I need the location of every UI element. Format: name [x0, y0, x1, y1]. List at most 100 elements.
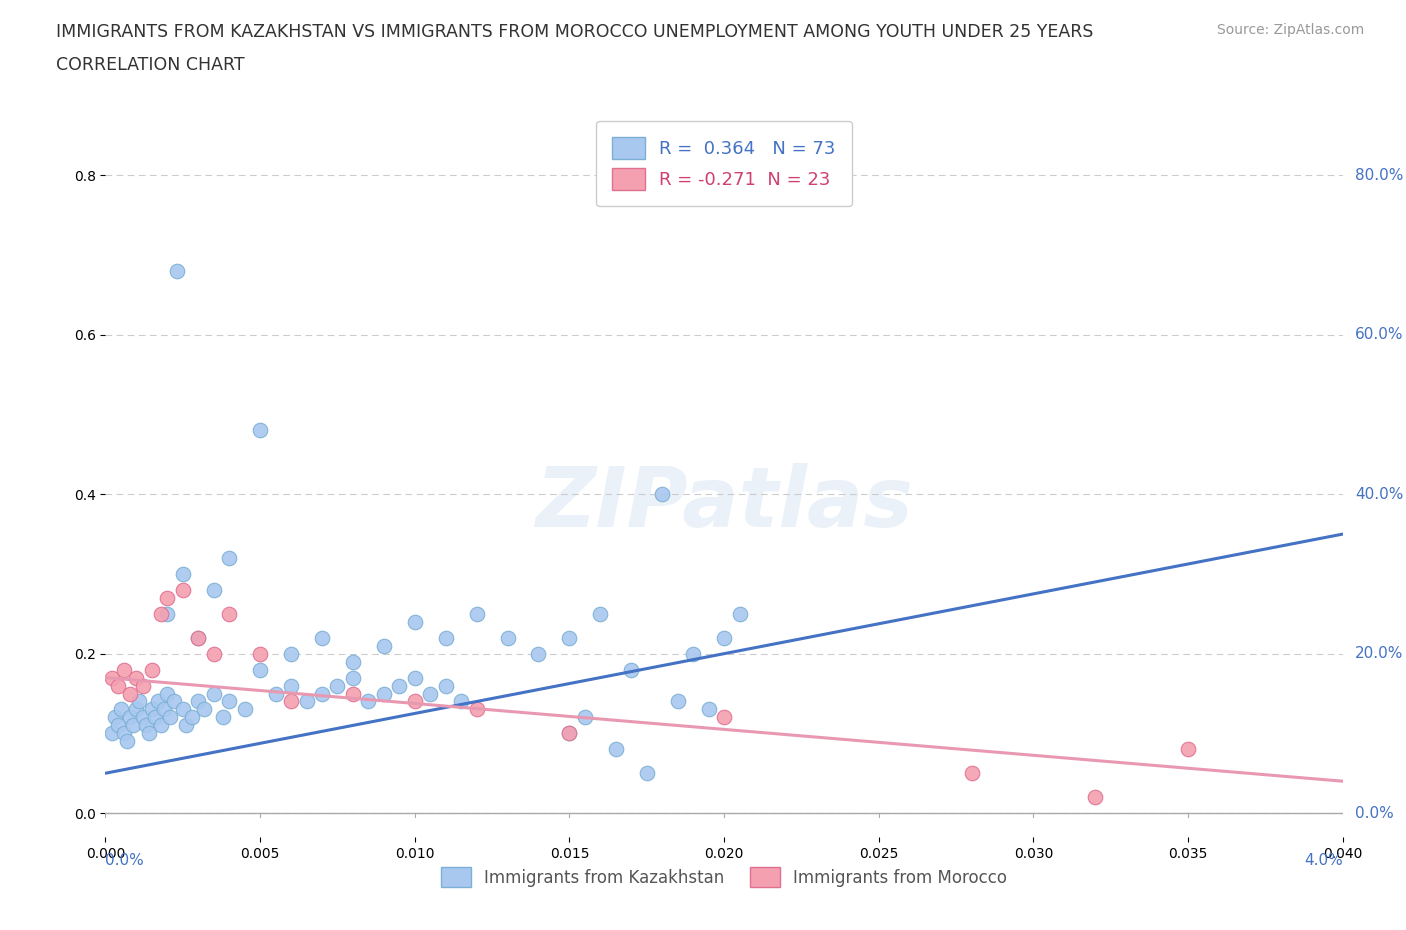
Point: [960, 765, 983, 780]
Point: [159, 710, 181, 724]
Point: [181, 710, 204, 724]
Point: [605, 742, 627, 757]
Point: [150, 606, 173, 621]
Point: [666, 694, 689, 709]
Point: [218, 606, 240, 621]
Point: [249, 662, 271, 677]
Point: [295, 694, 318, 709]
Point: [202, 582, 225, 597]
Point: [264, 686, 287, 701]
Point: [465, 702, 488, 717]
Point: [682, 646, 704, 661]
Point: [280, 694, 302, 709]
Point: [373, 638, 395, 653]
Point: [373, 686, 395, 701]
Point: [104, 710, 127, 724]
Point: [162, 694, 184, 709]
Point: [141, 662, 163, 677]
Text: 0.0%: 0.0%: [1355, 805, 1393, 820]
Point: [280, 678, 302, 693]
Point: [558, 726, 581, 741]
Point: [404, 615, 426, 630]
Point: [100, 671, 122, 685]
Point: [496, 631, 519, 645]
Point: [187, 631, 209, 645]
Point: [115, 734, 138, 749]
Point: [172, 702, 194, 717]
Point: [713, 631, 735, 645]
Point: [574, 710, 596, 724]
Text: 20.0%: 20.0%: [1355, 646, 1403, 661]
Text: 40.0%: 40.0%: [1355, 486, 1403, 501]
Point: [450, 694, 472, 709]
Point: [212, 710, 235, 724]
Text: 4.0%: 4.0%: [1303, 853, 1343, 868]
Point: [280, 646, 302, 661]
Point: [107, 718, 129, 733]
Point: [202, 686, 225, 701]
Point: [233, 702, 256, 717]
Text: IMMIGRANTS FROM KAZAKHSTAN VS IMMIGRANTS FROM MOROCCO UNEMPLOYMENT AMONG YOUTH U: IMMIGRANTS FROM KAZAKHSTAN VS IMMIGRANTS…: [56, 23, 1094, 41]
Point: [174, 718, 197, 733]
Point: [218, 551, 240, 565]
Point: [125, 671, 148, 685]
Point: [651, 486, 673, 501]
Point: [249, 423, 271, 438]
Point: [172, 566, 194, 581]
Point: [150, 718, 173, 733]
Point: [326, 678, 349, 693]
Point: [311, 631, 333, 645]
Point: [620, 662, 643, 677]
Text: 80.0%: 80.0%: [1355, 168, 1403, 183]
Point: [141, 702, 163, 717]
Point: [249, 646, 271, 661]
Point: [404, 694, 426, 709]
Point: [100, 726, 122, 741]
Point: [202, 646, 225, 661]
Point: [419, 686, 441, 701]
Point: [558, 726, 581, 741]
Point: [107, 678, 129, 693]
Point: [1177, 742, 1199, 757]
Point: [465, 606, 488, 621]
Point: [112, 726, 135, 741]
Text: ZIPatlas: ZIPatlas: [536, 463, 912, 544]
Point: [153, 702, 176, 717]
Point: [728, 606, 751, 621]
Point: [434, 631, 457, 645]
Text: CORRELATION CHART: CORRELATION CHART: [56, 56, 245, 73]
Point: [404, 671, 426, 685]
Point: [187, 631, 209, 645]
Point: [138, 726, 160, 741]
Point: [166, 263, 188, 278]
Point: [193, 702, 215, 717]
Point: [125, 702, 148, 717]
Point: [311, 686, 333, 701]
Point: [146, 694, 169, 709]
Point: [110, 702, 132, 717]
Point: [388, 678, 411, 693]
Point: [342, 686, 364, 701]
Point: [218, 694, 240, 709]
Point: [434, 678, 457, 693]
Text: 0.0%: 0.0%: [105, 853, 145, 868]
Point: [122, 718, 145, 733]
Point: [143, 710, 166, 724]
Point: [120, 686, 142, 701]
Point: [120, 710, 142, 724]
Point: [172, 582, 194, 597]
Point: [156, 606, 179, 621]
Point: [112, 662, 135, 677]
Legend: R =  0.364   N = 73, R = -0.271  N = 23: R = 0.364 N = 73, R = -0.271 N = 23: [596, 121, 852, 206]
Point: [131, 678, 153, 693]
Point: [156, 686, 179, 701]
Point: [713, 710, 735, 724]
Point: [128, 694, 150, 709]
Point: [342, 654, 364, 669]
Point: [342, 671, 364, 685]
Point: [527, 646, 550, 661]
Point: [131, 710, 153, 724]
Point: [1084, 790, 1107, 804]
Point: [357, 694, 380, 709]
Text: Source: ZipAtlas.com: Source: ZipAtlas.com: [1216, 23, 1364, 37]
